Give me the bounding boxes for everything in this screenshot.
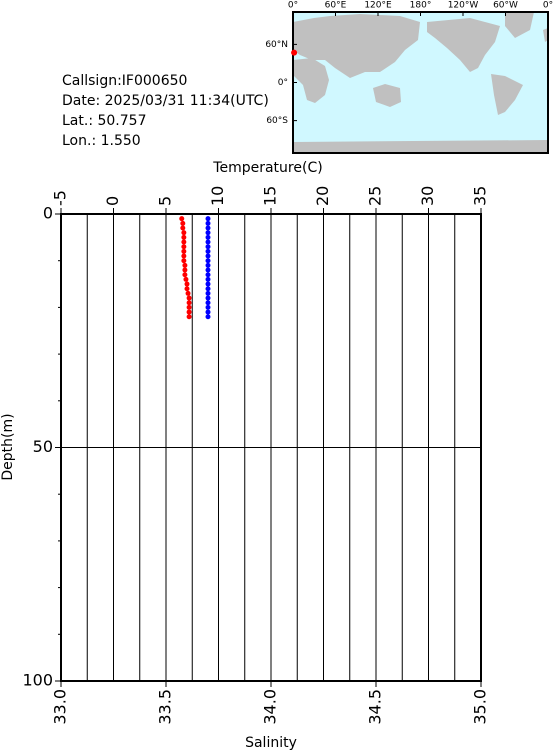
x-tick-label: 35 xyxy=(471,186,490,206)
data-point xyxy=(205,244,211,250)
data-point xyxy=(205,295,211,301)
x-tick-label: 5 xyxy=(156,196,175,206)
data-point xyxy=(205,309,211,315)
data-point xyxy=(181,239,187,245)
data-point xyxy=(205,290,211,296)
data-point xyxy=(180,220,186,226)
x2-tick-label: 33.0 xyxy=(51,689,70,725)
map-y-tick-label: 0° xyxy=(278,78,288,88)
float-position xyxy=(291,49,298,56)
data-point xyxy=(181,244,187,250)
map-x-tick-label: 120°W xyxy=(448,1,479,11)
x-tick-label: 20 xyxy=(313,186,332,206)
x-axis-title: Temperature(C) xyxy=(212,160,322,176)
data-point xyxy=(205,230,211,236)
data-point xyxy=(205,281,211,287)
map-y-tick-label: 60°N xyxy=(265,40,288,50)
map-x-tick-label: 180° xyxy=(410,1,432,11)
y-tick-label: 100 xyxy=(22,671,53,690)
longitude: Lon.: 1.550 xyxy=(62,133,141,149)
x2-tick-label: 34.0 xyxy=(261,689,280,725)
data-point xyxy=(205,262,211,268)
data-point xyxy=(205,276,211,282)
data-point xyxy=(205,253,211,259)
y-axis-title: Depth(m) xyxy=(0,413,16,480)
data-point xyxy=(205,216,211,222)
data-point xyxy=(205,272,211,278)
data-point xyxy=(183,276,189,282)
map-land xyxy=(293,12,548,153)
map-x-tick-label: 120°E xyxy=(364,1,392,11)
x-tick-label: 25 xyxy=(366,186,385,206)
x-tick-label: 30 xyxy=(418,186,437,206)
data-point xyxy=(205,267,211,273)
map-x-tick-label: 60°W xyxy=(493,1,518,11)
data-point xyxy=(182,272,188,278)
map-y-tick-label: 60°S xyxy=(266,116,288,126)
data-point xyxy=(181,234,187,240)
data-point xyxy=(180,225,186,231)
map-x-tick-label: 60°E xyxy=(325,1,347,11)
data-point xyxy=(181,258,187,264)
data-point xyxy=(205,239,211,245)
data-point xyxy=(186,295,192,301)
x-tick-label: -5 xyxy=(51,190,70,206)
x2-tick-label: 34.5 xyxy=(366,689,385,725)
map-x-tick-label: 0° xyxy=(288,1,298,11)
data-point xyxy=(181,230,187,236)
data-point xyxy=(184,281,190,287)
y-tick-label: 0 xyxy=(43,204,53,223)
data-point xyxy=(182,262,188,268)
data-point xyxy=(181,248,187,254)
data-point xyxy=(205,286,211,292)
data-point xyxy=(205,234,211,240)
data-point xyxy=(205,300,211,306)
map-x-tick-label: 0° xyxy=(543,1,553,11)
x-tick-label: 15 xyxy=(261,186,280,206)
data-point xyxy=(205,220,211,226)
data-point xyxy=(205,314,211,320)
data-point xyxy=(186,304,192,310)
data-point xyxy=(182,267,188,273)
x-tick-label: 10 xyxy=(208,186,227,206)
data-point xyxy=(186,309,192,315)
data-point xyxy=(179,216,185,222)
date: Date: 2025/03/31 11:34(UTC) xyxy=(62,93,269,109)
data-point xyxy=(186,300,192,306)
x2-axis-title: Salinity xyxy=(245,735,297,751)
data-point xyxy=(181,253,187,259)
data-point xyxy=(205,225,211,231)
callsign: Callsign:IF000650 xyxy=(62,73,187,89)
data-point xyxy=(185,290,191,296)
data-point xyxy=(205,248,211,254)
latitude: Lat.: 50.757 xyxy=(62,113,146,129)
x2-tick-label: 35.0 xyxy=(471,689,490,725)
data-point xyxy=(205,258,211,264)
x2-tick-label: 33.5 xyxy=(156,689,175,725)
data-point xyxy=(184,286,190,292)
data-point xyxy=(186,314,192,320)
x-tick-label: 0 xyxy=(103,196,122,206)
y-tick-label: 50 xyxy=(33,437,53,456)
data-point xyxy=(205,304,211,310)
